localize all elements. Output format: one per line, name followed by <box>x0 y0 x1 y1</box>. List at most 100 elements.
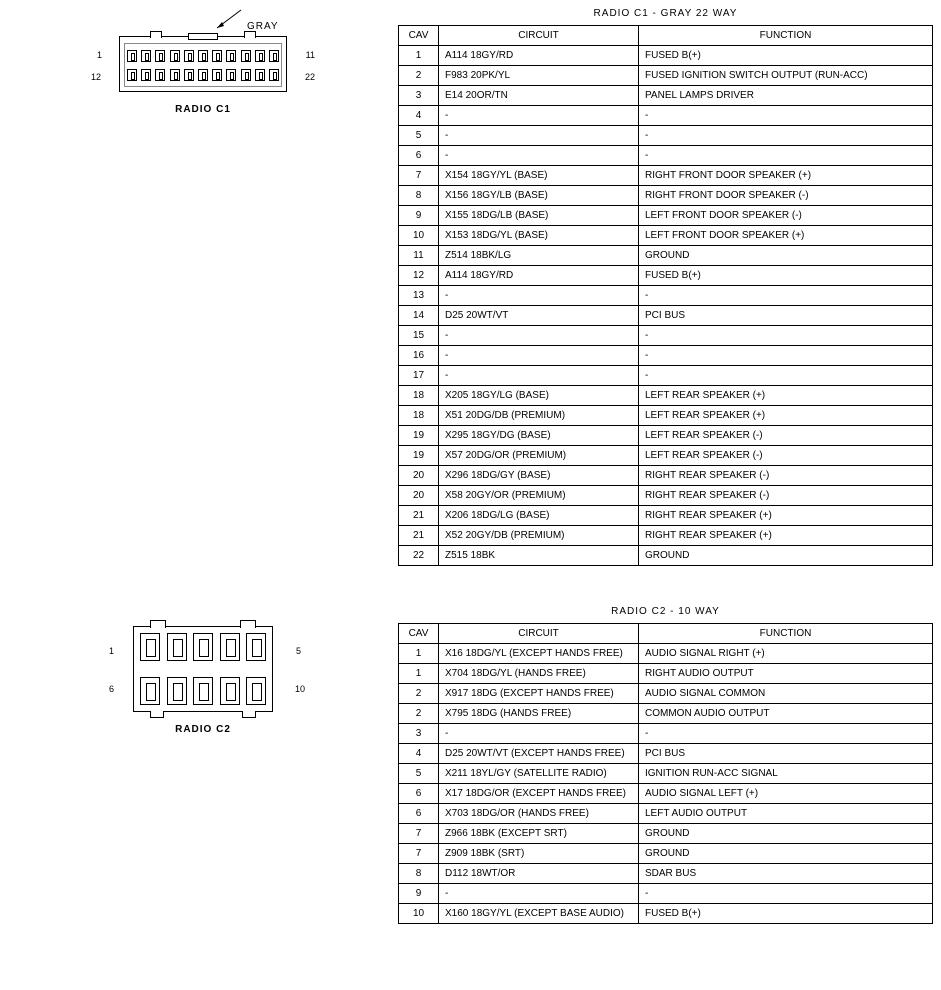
cell-circuit: - <box>439 106 639 126</box>
table-row: 1A114 18GY/RDFUSED B(+) <box>399 46 933 66</box>
table-row: 15-- <box>399 326 933 346</box>
cell-circuit: A114 18GY/RD <box>439 46 639 66</box>
th-circuit: CIRCUIT <box>439 26 639 46</box>
table-row: 17-- <box>399 366 933 386</box>
gray-callout: GRAY <box>213 8 279 32</box>
cell-circuit: X296 18DG/GY (BASE) <box>439 466 639 486</box>
cell-cav: 12 <box>399 266 439 286</box>
cell-function: IGNITION RUN-ACC SIGNAL <box>639 764 933 784</box>
cell-circuit: F983 20PK/YL <box>439 66 639 86</box>
cell-cav: 6 <box>399 146 439 166</box>
cell-circuit: A114 18GY/RD <box>439 266 639 286</box>
c2-pin-num-5: 5 <box>296 646 301 656</box>
cell-cav: 13 <box>399 286 439 306</box>
table-row: 6-- <box>399 146 933 166</box>
cell-cav: 4 <box>399 106 439 126</box>
th-cav: CAV <box>399 624 439 644</box>
cell-circuit: X51 20DG/DB (PREMIUM) <box>439 406 639 426</box>
cell-cav: 18 <box>399 406 439 426</box>
c1-pin-row-top <box>127 50 279 62</box>
cell-function: - <box>639 724 933 744</box>
table-c2-body: 1X16 18DG/YL (EXCEPT HANDS FREE)AUDIO SI… <box>399 644 933 924</box>
cell-cav: 22 <box>399 546 439 566</box>
connector-c2-diagram: 1 5 6 10 RADIO C2 <box>8 606 398 735</box>
table-c1-title: RADIO C1 - GRAY 22 WAY <box>398 8 933 19</box>
table-row: 13-- <box>399 286 933 306</box>
cell-function: - <box>639 126 933 146</box>
table-row: 8X156 18GY/LB (BASE)RIGHT FRONT DOOR SPE… <box>399 186 933 206</box>
table-c2: CAV CIRCUIT FUNCTION 1X16 18DG/YL (EXCEP… <box>398 623 933 924</box>
cell-circuit: D25 20WT/VT <box>439 306 639 326</box>
table-row: 21X206 18DG/LG (BASE)RIGHT REAR SPEAKER … <box>399 506 933 526</box>
cell-circuit: D112 18WT/OR <box>439 864 639 884</box>
table-row: 7X154 18GY/YL (BASE)RIGHT FRONT DOOR SPE… <box>399 166 933 186</box>
cell-circuit: X703 18DG/OR (HANDS FREE) <box>439 804 639 824</box>
cell-cav: 18 <box>399 386 439 406</box>
cell-circuit: Z909 18BK (SRT) <box>439 844 639 864</box>
cell-function: FUSED B(+) <box>639 46 933 66</box>
cell-cav: 9 <box>399 884 439 904</box>
cell-circuit: X206 18DG/LG (BASE) <box>439 506 639 526</box>
cell-function: AUDIO SIGNAL COMMON <box>639 684 933 704</box>
cell-function: LEFT REAR SPEAKER (-) <box>639 426 933 446</box>
th-function: FUNCTION <box>639 624 933 644</box>
table-row: 18X51 20DG/DB (PREMIUM)LEFT REAR SPEAKER… <box>399 406 933 426</box>
cell-cav: 11 <box>399 246 439 266</box>
table-row: 22Z515 18BKGROUND <box>399 546 933 566</box>
cell-cav: 9 <box>399 206 439 226</box>
cell-function: - <box>639 286 933 306</box>
table-row: 10X160 18GY/YL (EXCEPT BASE AUDIO)FUSED … <box>399 904 933 924</box>
connector-c2-label: RADIO C2 <box>175 724 231 735</box>
th-function: FUNCTION <box>639 26 933 46</box>
cell-circuit: X153 18DG/YL (BASE) <box>439 226 639 246</box>
cell-cav: 5 <box>399 764 439 784</box>
cell-cav: 2 <box>399 704 439 724</box>
cell-circuit: X16 18DG/YL (EXCEPT HANDS FREE) <box>439 644 639 664</box>
cell-circuit: X704 18DG/YL (HANDS FREE) <box>439 664 639 684</box>
cell-function: PCI BUS <box>639 306 933 326</box>
table-row: 12A114 18GY/RDFUSED B(+) <box>399 266 933 286</box>
table-row: 21X52 20GY/DB (PREMIUM)RIGHT REAR SPEAKE… <box>399 526 933 546</box>
table-row: 1X704 18DG/YL (HANDS FREE)RIGHT AUDIO OU… <box>399 664 933 684</box>
table-row: 2X795 18DG (HANDS FREE)COMMON AUDIO OUTP… <box>399 704 933 724</box>
cell-circuit: - <box>439 326 639 346</box>
cell-cav: 19 <box>399 446 439 466</box>
cell-function: RIGHT AUDIO OUTPUT <box>639 664 933 684</box>
th-cav: CAV <box>399 26 439 46</box>
cell-circuit: - <box>439 724 639 744</box>
c2-pin-num-6: 6 <box>109 684 114 694</box>
cell-circuit: X211 18YL/GY (SATELLITE RADIO) <box>439 764 639 784</box>
cell-cav: 2 <box>399 684 439 704</box>
cell-circuit: X58 20GY/OR (PREMIUM) <box>439 486 639 506</box>
cell-cav: 15 <box>399 326 439 346</box>
cell-function: RIGHT REAR SPEAKER (-) <box>639 466 933 486</box>
cell-function: PANEL LAMPS DRIVER <box>639 86 933 106</box>
cell-function: GROUND <box>639 546 933 566</box>
table-row: 8D112 18WT/ORSDAR BUS <box>399 864 933 884</box>
cell-circuit: D25 20WT/VT (EXCEPT HANDS FREE) <box>439 744 639 764</box>
table-row: 6X703 18DG/OR (HANDS FREE)LEFT AUDIO OUT… <box>399 804 933 824</box>
cell-circuit: X917 18DG (EXCEPT HANDS FREE) <box>439 684 639 704</box>
table-row: 19X57 20DG/OR (PREMIUM)LEFT REAR SPEAKER… <box>399 446 933 466</box>
cell-circuit: X57 20DG/OR (PREMIUM) <box>439 446 639 466</box>
table-row: 6X17 18DG/OR (EXCEPT HANDS FREE)AUDIO SI… <box>399 784 933 804</box>
cell-function: FUSED IGNITION SWITCH OUTPUT (RUN-ACC) <box>639 66 933 86</box>
cell-circuit: X17 18DG/OR (EXCEPT HANDS FREE) <box>439 784 639 804</box>
cell-circuit: - <box>439 346 639 366</box>
cell-cav: 20 <box>399 466 439 486</box>
cell-function: COMMON AUDIO OUTPUT <box>639 704 933 724</box>
cell-cav: 6 <box>399 784 439 804</box>
section-c2: 1 5 6 10 RADIO C2 RADIO C2 - 10 WAY CAV … <box>8 606 933 924</box>
cell-cav: 1 <box>399 644 439 664</box>
connector-c1-label: RADIO C1 <box>175 104 231 115</box>
table-row: 2X917 18DG (EXCEPT HANDS FREE)AUDIO SIGN… <box>399 684 933 704</box>
cell-function: AUDIO SIGNAL RIGHT (+) <box>639 644 933 664</box>
cell-function: LEFT REAR SPEAKER (+) <box>639 386 933 406</box>
cell-function: GROUND <box>639 824 933 844</box>
cell-cav: 16 <box>399 346 439 366</box>
cell-circuit: Z514 18BK/LG <box>439 246 639 266</box>
c1-pin-num-12: 12 <box>91 72 101 82</box>
cell-cav: 10 <box>399 226 439 246</box>
cell-function: LEFT REAR SPEAKER (+) <box>639 406 933 426</box>
table-row: 4D25 20WT/VT (EXCEPT HANDS FREE)PCI BUS <box>399 744 933 764</box>
